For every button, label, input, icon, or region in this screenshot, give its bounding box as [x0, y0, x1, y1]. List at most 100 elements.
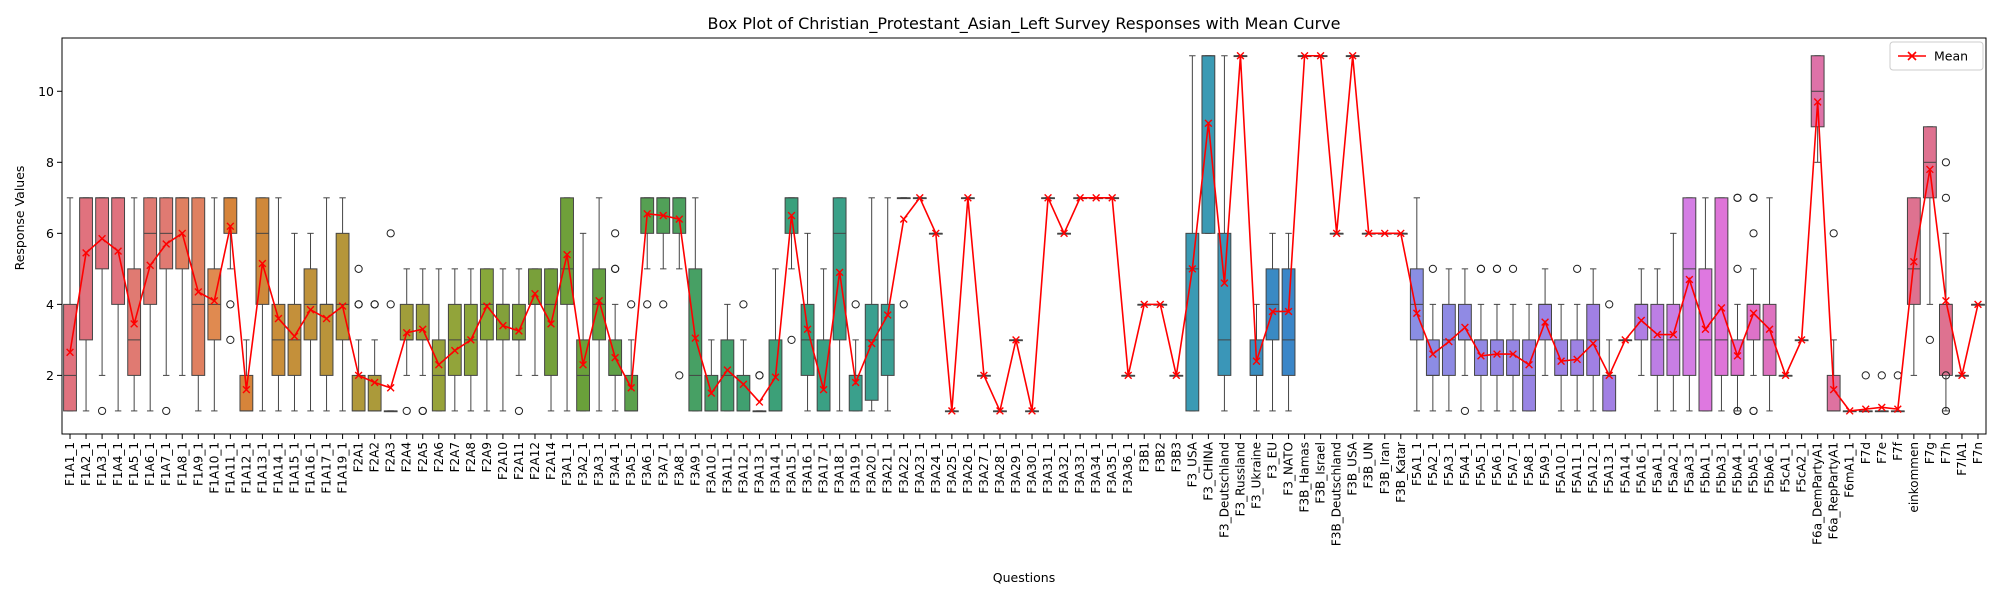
x-tick-label: F3A27_1	[977, 442, 991, 494]
x-tick-label: F7g	[1923, 442, 1937, 464]
mean-marker	[1942, 296, 1950, 305]
outlier-point	[1749, 193, 1758, 202]
x-tick-label: F3A24_1	[929, 442, 943, 494]
legend-mean-label: Mean	[1934, 49, 1968, 64]
legend: Mean	[1889, 41, 1984, 71]
mean-marker	[306, 305, 315, 314]
box-117	[1939, 158, 1953, 416]
box-112	[1858, 371, 1873, 413]
x-tick-label: F5A10_1	[1554, 442, 1568, 494]
box-body	[1185, 232, 1200, 412]
outlier-point	[643, 300, 652, 309]
box-43	[752, 371, 767, 413]
mean-marker	[1044, 193, 1052, 202]
box-115	[1906, 197, 1921, 376]
mean-marker	[867, 339, 876, 348]
x-tick-label: F2A1	[352, 442, 366, 472]
x-tick-label: F5A4_1	[1458, 442, 1472, 486]
mean-marker	[931, 229, 940, 238]
box-body	[1682, 197, 1697, 376]
box-76	[1281, 232, 1296, 412]
box-body	[79, 197, 93, 341]
mean-marker	[1893, 405, 1902, 414]
outlier-point	[1941, 158, 1951, 167]
mean-marker	[1252, 357, 1261, 366]
mean-marker	[883, 311, 892, 319]
mean-marker	[386, 383, 395, 392]
outlier-point	[675, 371, 684, 380]
mean-marker	[1092, 193, 1101, 202]
x-tick-label: F3B_Katar	[1394, 442, 1408, 503]
y-tick-label: 6	[46, 226, 54, 241]
x-tick-label: F3A34_1	[1089, 442, 1103, 494]
outlier-point	[1733, 193, 1742, 202]
x-tick-label: F5A2_1	[1426, 442, 1440, 486]
mean-marker	[1236, 51, 1245, 60]
mean-marker	[659, 211, 668, 220]
x-tick-label: F3A8_1	[672, 442, 686, 486]
mean-marker	[274, 314, 283, 323]
mean-marker	[1060, 229, 1068, 238]
x-tick-label: F3A14_1	[768, 442, 782, 494]
x-tick-label: F5A6_1	[1490, 442, 1504, 486]
x-tick-label: F5cA2_1	[1795, 442, 1809, 493]
box-105	[1746, 193, 1761, 416]
mean-marker	[146, 261, 155, 270]
box-35	[624, 300, 639, 412]
mean-marker	[579, 360, 587, 369]
mean-marker	[466, 335, 475, 344]
mean-marker	[1877, 403, 1886, 412]
box-27	[496, 268, 510, 412]
mean-marker	[98, 234, 106, 243]
x-tick-label: F2A8	[464, 442, 478, 472]
outlier-point	[1861, 371, 1870, 380]
box-body	[864, 303, 879, 401]
box-85	[1425, 264, 1440, 412]
box-110	[1826, 229, 1841, 412]
outlier-point	[1460, 406, 1470, 416]
box-body	[1746, 303, 1761, 341]
box-116	[1922, 126, 1937, 344]
x-tick-label: F3A31_1	[1041, 442, 1055, 494]
x-tick-label: F3_CHINA	[1201, 441, 1215, 500]
box-5	[143, 197, 158, 412]
mean-marker	[1028, 407, 1036, 415]
x-tick-label: F7h	[1939, 442, 1953, 464]
x-tick-label: F2A6	[432, 442, 446, 472]
x-tick-label: F3A16_1	[801, 442, 815, 494]
outlier-point	[787, 335, 796, 344]
x-tick-label: F3A17_1	[817, 442, 831, 494]
x-tick-label: F3A25_1	[945, 442, 959, 494]
outlier-point	[1941, 406, 1951, 416]
chart-title: Box Plot of Christian_Protestant_Asian_L…	[707, 14, 1340, 34]
x-tick-label: F5aA3_1	[1682, 442, 1696, 493]
legend-frame	[1889, 41, 1984, 71]
mean-marker	[1396, 229, 1405, 238]
mean-marker	[354, 371, 363, 380]
x-tick-label: F2A4	[400, 442, 414, 472]
mean-marker	[899, 215, 908, 224]
mean-marker	[643, 209, 652, 218]
outlier-point	[1749, 406, 1758, 416]
x-tick-label: F1A8_1	[175, 442, 189, 486]
box-17	[335, 197, 350, 412]
x-tick-label: F3A11_1	[720, 442, 734, 494]
mean-marker	[947, 407, 956, 415]
x-tick-label: F3B_Hamas	[1298, 442, 1312, 512]
mean-marker	[402, 328, 411, 337]
outlier-point	[1829, 229, 1838, 238]
box-71	[1201, 55, 1216, 234]
box-11	[239, 339, 254, 412]
x-tick-label: F3_EU	[1266, 442, 1280, 479]
mean-marker	[515, 327, 523, 335]
x-tick-label: F5A7_1	[1506, 442, 1520, 486]
mean-curve	[69, 54, 1979, 414]
x-tick-label: F2A5	[416, 442, 430, 472]
box-19	[367, 300, 382, 412]
box-body	[143, 197, 158, 305]
x-tick-labels: F1A1_1 F1A2_1 F1A3_1 F1A4_1 F1A5_1 F1A6_1 F1A7…	[63, 434, 1985, 546]
x-tick-label: F1A1_1	[63, 442, 77, 486]
box-84	[1409, 197, 1424, 412]
x-tick-label: F3B2	[1153, 442, 1167, 472]
